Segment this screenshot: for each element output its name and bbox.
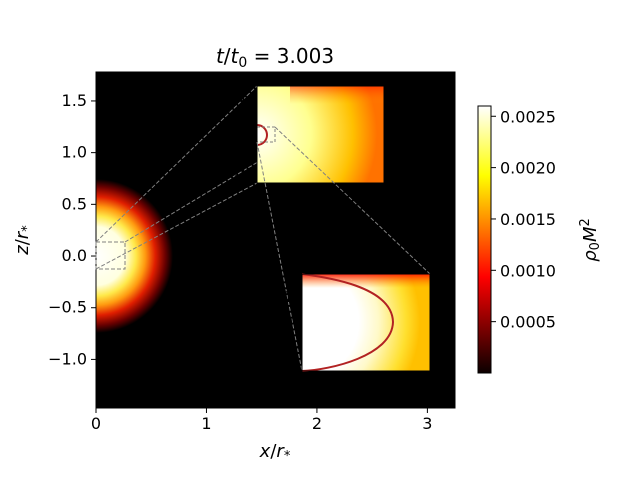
main-x-ticks: 0 1 2 3 [91, 408, 432, 433]
upper-inset-y-ticks: 0.1 0.0 −0.1 [212, 88, 257, 181]
main-axes-frame [95, 71, 456, 409]
y-tick-label: 0.5 [62, 194, 87, 213]
y-tick-label: −0.1 [212, 163, 248, 181]
colorbar-label: ρ0M2 [578, 218, 603, 262]
x-tick-label: 0.0 [245, 190, 269, 208]
chart-title: t/t0 = 3.003 [216, 44, 334, 71]
x-tick-label: 0 [91, 414, 101, 433]
x-tick-label: 3 [422, 414, 432, 433]
x-tick-label: 0.02 [380, 378, 413, 396]
colorbar-gradient [478, 106, 491, 373]
zoom-connector-line [124, 85, 385, 243]
y-axis-label: z/r* [12, 225, 35, 256]
y-tick-label: 0.0 [224, 126, 248, 144]
y-tick-label: 0.01 [260, 288, 293, 306]
upper-inset-horizon [256, 124, 268, 146]
zoom-connector-line [95, 85, 258, 243]
y-tick-label: −0.5 [48, 298, 87, 317]
x-tick-label: 1 [201, 414, 211, 433]
upper-inset-hot-band [290, 86, 384, 104]
colorbar [477, 105, 492, 374]
colorbar-tick-label: 0.0025 [500, 107, 556, 126]
upper-inset [256, 85, 385, 184]
upper-inset-zoom-box [256, 126, 276, 143]
y-tick-label: −1.0 [48, 349, 87, 368]
upper-inset-x-ticks: 0.0 0.2 [245, 183, 367, 208]
colorbar-tick-label: 0.0005 [500, 313, 556, 332]
y-tick-label: 0.00 [260, 314, 293, 332]
x-tick-label: 0.00 [285, 378, 318, 396]
x-axis-label: x/r* [259, 441, 291, 464]
x-tick-label: 0.2 [343, 190, 367, 208]
colorbar-tick-label: 0.0015 [500, 210, 556, 229]
y-tick-label: 1.5 [62, 91, 87, 110]
lower-inset-horizon [301, 273, 395, 372]
x-tick-label: 2 [312, 414, 322, 433]
lower-inset-hot-band [302, 274, 430, 288]
density-blob [96, 179, 173, 333]
zoom-connector-line [256, 141, 303, 372]
zoom-connector-line [95, 182, 258, 270]
lower-inset-y-ticks: 0.01 0.00 −0.01 [247, 288, 302, 357]
lower-inset [301, 273, 431, 372]
lower-inset-heatmap [302, 274, 430, 371]
colorbar-tick-label: 0.0010 [500, 261, 556, 280]
main-y-ticks: 1.5 1.0 0.5 0.0 −0.5 −1.0 [48, 91, 96, 368]
lower-inset-x-ticks: 0.00 0.02 [285, 371, 414, 396]
colorbar-tick-label: 0.0020 [500, 159, 556, 178]
y-tick-label: −0.01 [247, 339, 293, 357]
colorbar-ticks: 0.0025 0.0020 0.0015 0.0010 0.0005 [491, 107, 556, 332]
y-tick-label: 0.0 [62, 246, 87, 265]
y-tick-label: 1.0 [62, 143, 87, 162]
colorbar-frame [477, 105, 492, 374]
main-zoom-box [95, 241, 126, 270]
y-tick-label: 0.1 [224, 88, 248, 106]
